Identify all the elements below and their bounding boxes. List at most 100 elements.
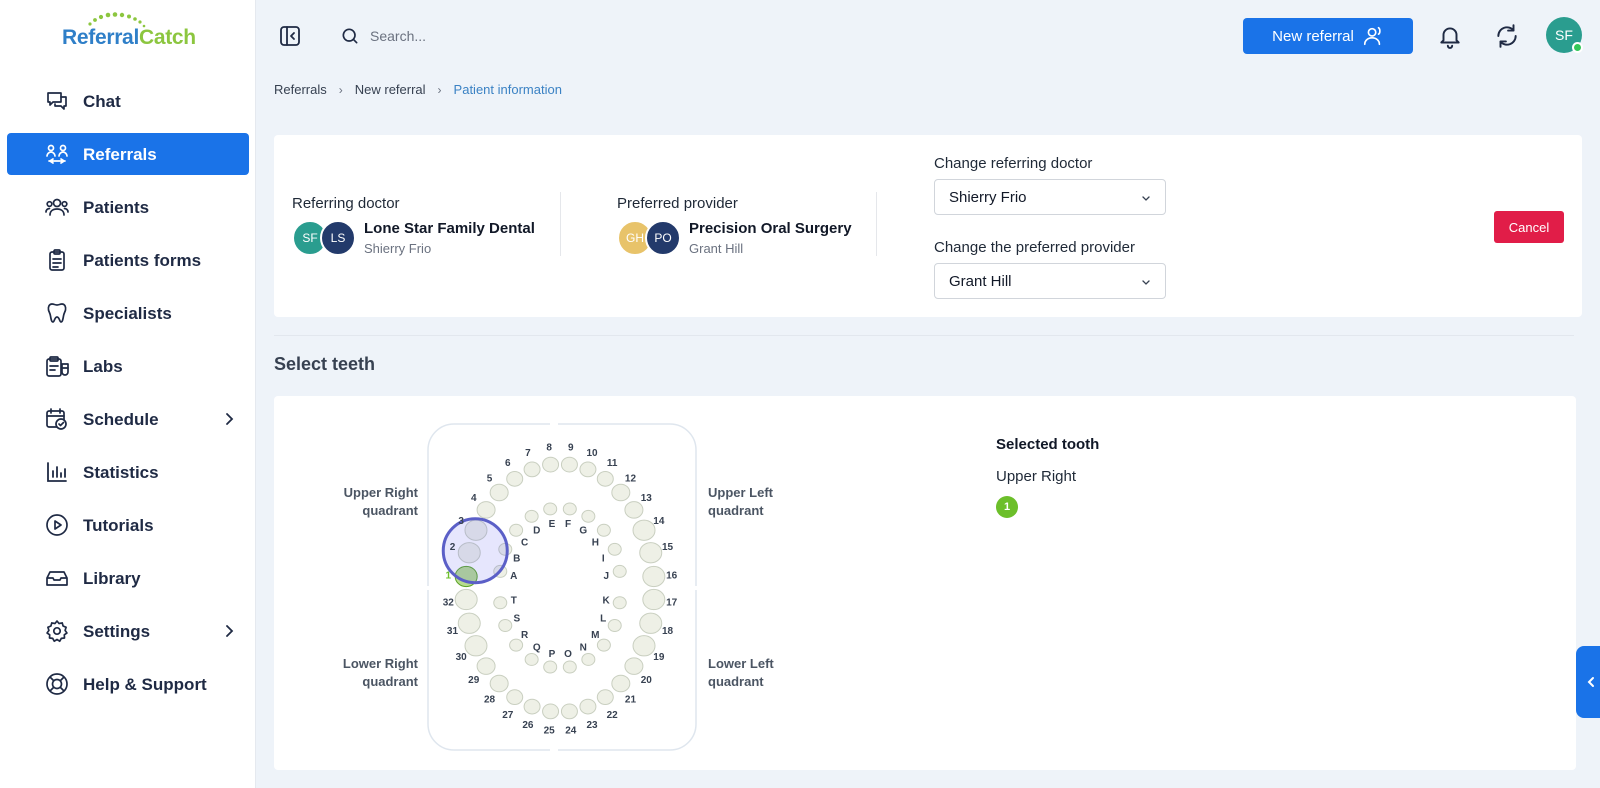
tooth-label: T bbox=[511, 595, 517, 606]
chevron-right-icon[interactable] bbox=[221, 623, 237, 639]
new-referral-button[interactable]: New referral bbox=[1243, 18, 1413, 54]
tooth-15[interactable] bbox=[639, 542, 663, 564]
sidebar-item-patients-forms[interactable]: Patients forms bbox=[7, 239, 249, 281]
sidebar-item-patients[interactable]: Patients bbox=[7, 186, 249, 228]
user-avatar[interactable]: SF bbox=[1546, 17, 1583, 53]
tooth-M[interactable] bbox=[596, 638, 611, 652]
tooth-26[interactable] bbox=[523, 698, 541, 715]
user-initials: SF bbox=[1555, 27, 1573, 43]
tooth-Q[interactable] bbox=[524, 652, 539, 666]
sidebar-item-specialists[interactable]: Specialists bbox=[7, 292, 249, 334]
logo-text-catch: Catch bbox=[138, 26, 196, 49]
tooth-19[interactable] bbox=[632, 635, 656, 657]
refresh-icon[interactable] bbox=[1494, 23, 1520, 49]
sidebar-item-library[interactable]: Library bbox=[7, 557, 249, 599]
sidebar-item-labs[interactable]: Labs bbox=[7, 345, 249, 387]
tooth-32[interactable] bbox=[454, 588, 478, 611]
breadcrumb-referrals[interactable]: Referrals bbox=[274, 82, 327, 97]
cancel-button[interactable]: Cancel bbox=[1494, 211, 1564, 243]
tooth-T[interactable] bbox=[493, 596, 508, 610]
tooth-27[interactable] bbox=[506, 689, 524, 706]
sidebar-item-statistics[interactable]: Statistics bbox=[7, 451, 249, 493]
tooth-13[interactable] bbox=[624, 501, 644, 519]
sidebar-item-label: Library bbox=[83, 569, 141, 588]
tooth-label: 1 bbox=[446, 570, 452, 581]
tooth-7[interactable] bbox=[523, 461, 541, 478]
logo-dots-icon bbox=[88, 12, 146, 28]
app-logo[interactable]: ReferralCatch bbox=[62, 12, 197, 52]
tooth-11[interactable] bbox=[596, 470, 614, 487]
tooth-D[interactable] bbox=[524, 509, 539, 523]
search-bar[interactable] bbox=[340, 22, 640, 50]
search-input[interactable] bbox=[370, 28, 620, 44]
sidebar-item-schedule[interactable]: Schedule bbox=[7, 398, 249, 440]
tooth-31[interactable] bbox=[457, 612, 481, 634]
tooth-29[interactable] bbox=[476, 657, 496, 675]
breadcrumb-patient-information: Patient information bbox=[453, 82, 562, 97]
tooth-H[interactable] bbox=[596, 523, 611, 537]
tooth-9[interactable] bbox=[560, 456, 578, 473]
sidebar-item-referrals[interactable]: Referrals bbox=[7, 133, 249, 175]
breadcrumb-new-referral[interactable]: New referral bbox=[354, 82, 426, 97]
tooth-14[interactable] bbox=[632, 519, 656, 541]
tooth-I[interactable] bbox=[607, 542, 622, 556]
tooth-C[interactable] bbox=[509, 523, 524, 537]
chevron-right-icon[interactable] bbox=[221, 411, 237, 427]
tooth-L[interactable] bbox=[607, 619, 622, 632]
selected-tooth-badge[interactable]: 1 bbox=[996, 496, 1018, 518]
quadrant-label-lower-left[interactable]: Lower Left quadrant bbox=[708, 655, 798, 691]
tooth-4[interactable] bbox=[476, 501, 496, 519]
tooth-S[interactable] bbox=[498, 619, 513, 632]
online-status-dot bbox=[1572, 42, 1583, 53]
tooth-24[interactable] bbox=[560, 703, 578, 720]
tooth-N[interactable] bbox=[581, 652, 596, 666]
tooth-P[interactable] bbox=[543, 660, 558, 674]
tooth-E[interactable] bbox=[543, 502, 558, 516]
tooth-label: G bbox=[579, 525, 587, 536]
tooth-5[interactable] bbox=[489, 483, 509, 502]
tooth-K[interactable] bbox=[612, 596, 627, 610]
sidebar-item-settings[interactable]: Settings bbox=[7, 610, 249, 652]
tooth-23[interactable] bbox=[579, 698, 597, 715]
tooth-18[interactable] bbox=[639, 612, 663, 634]
bell-icon[interactable] bbox=[1437, 23, 1463, 49]
preferred-provider-select[interactable]: Grant Hill bbox=[934, 263, 1166, 299]
tooth-10[interactable] bbox=[579, 461, 597, 478]
side-panel-toggle[interactable] bbox=[1576, 646, 1600, 718]
tooth-25[interactable] bbox=[542, 703, 560, 720]
quadrant-label-line: quadrant bbox=[708, 674, 764, 689]
tooth-17[interactable] bbox=[642, 588, 666, 611]
referring-doctor-select[interactable]: Shierry Frio bbox=[934, 179, 1166, 215]
tooth-J[interactable] bbox=[612, 564, 627, 578]
divider bbox=[560, 192, 561, 256]
tooth-R[interactable] bbox=[509, 638, 524, 652]
tooth-12[interactable] bbox=[611, 483, 631, 502]
tooth-F[interactable] bbox=[562, 502, 577, 516]
tooth-label: D bbox=[533, 525, 540, 536]
tooth-O[interactable] bbox=[562, 660, 577, 674]
tooth-21[interactable] bbox=[611, 674, 631, 693]
tooth-8[interactable] bbox=[542, 456, 560, 473]
tooth-30[interactable] bbox=[464, 635, 488, 657]
user-icon bbox=[1363, 26, 1381, 46]
sidebar-item-label: Chat bbox=[83, 92, 121, 111]
tooth-G[interactable] bbox=[581, 509, 596, 523]
tooth-22[interactable] bbox=[596, 689, 614, 706]
quadrant-label-lower-right[interactable]: Lower Right quadrant bbox=[328, 655, 418, 691]
tooth-28[interactable] bbox=[489, 674, 509, 693]
sidebar-item-chat[interactable]: Chat bbox=[7, 80, 249, 122]
tooth-16[interactable] bbox=[642, 565, 666, 588]
calendar-icon bbox=[46, 408, 67, 430]
lifebuoy-icon bbox=[46, 673, 68, 695]
sidebar-item-help-support[interactable]: Help & Support bbox=[7, 663, 249, 705]
sidebar-item-tutorials[interactable]: Tutorials bbox=[7, 504, 249, 546]
tooth-20[interactable] bbox=[624, 657, 644, 675]
quadrant-label-upper-right[interactable]: Upper Right quadrant bbox=[328, 484, 418, 520]
tooth-2[interactable] bbox=[457, 542, 481, 564]
sidebar-toggle-icon[interactable] bbox=[278, 24, 302, 48]
quadrant-label-upper-left[interactable]: Upper Left quadrant bbox=[708, 484, 798, 520]
tooth-label: 2 bbox=[450, 542, 456, 553]
tooth-6[interactable] bbox=[506, 470, 524, 487]
tooth-label: 32 bbox=[443, 598, 455, 609]
